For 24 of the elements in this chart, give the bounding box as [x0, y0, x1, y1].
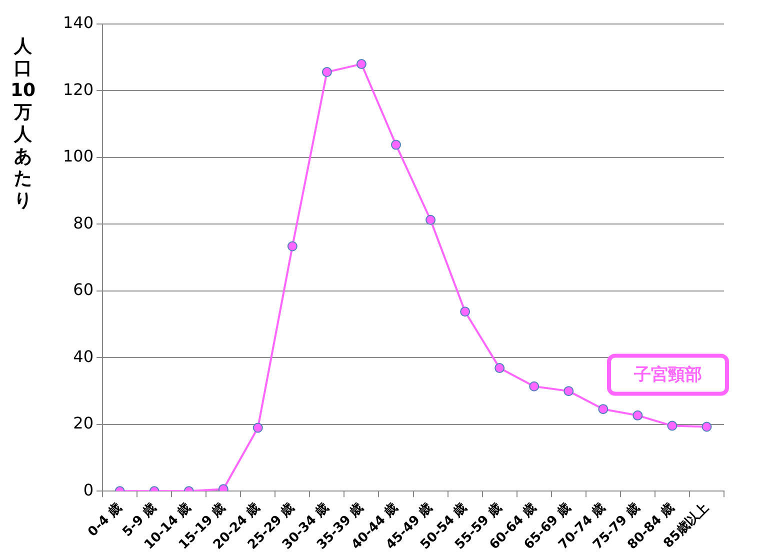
point — [529, 381, 540, 392]
point — [494, 363, 505, 374]
y-tick-label: 80 — [73, 213, 94, 232]
y-tick-label: 20 — [73, 414, 94, 433]
y-axis-title: 人口10万人あたり — [9, 36, 37, 212]
point — [460, 306, 470, 317]
point — [252, 422, 263, 433]
y-tick-label: 40 — [73, 346, 94, 366]
y-tick-label: 120 — [62, 80, 94, 99]
point — [391, 140, 402, 150]
point — [667, 420, 678, 431]
point — [322, 67, 332, 78]
series-label: 子宮頸部 — [633, 365, 702, 386]
point — [632, 410, 643, 420]
point — [356, 59, 366, 70]
point — [564, 386, 574, 396]
y-tick-label: 60 — [73, 280, 94, 300]
y-tick-label: 140 — [62, 13, 94, 32]
point — [287, 241, 298, 252]
point — [598, 404, 608, 414]
point — [702, 422, 712, 432]
y-tick-label: 100 — [62, 146, 94, 166]
point — [426, 214, 436, 225]
y-tick-label: 0 — [83, 480, 94, 500]
